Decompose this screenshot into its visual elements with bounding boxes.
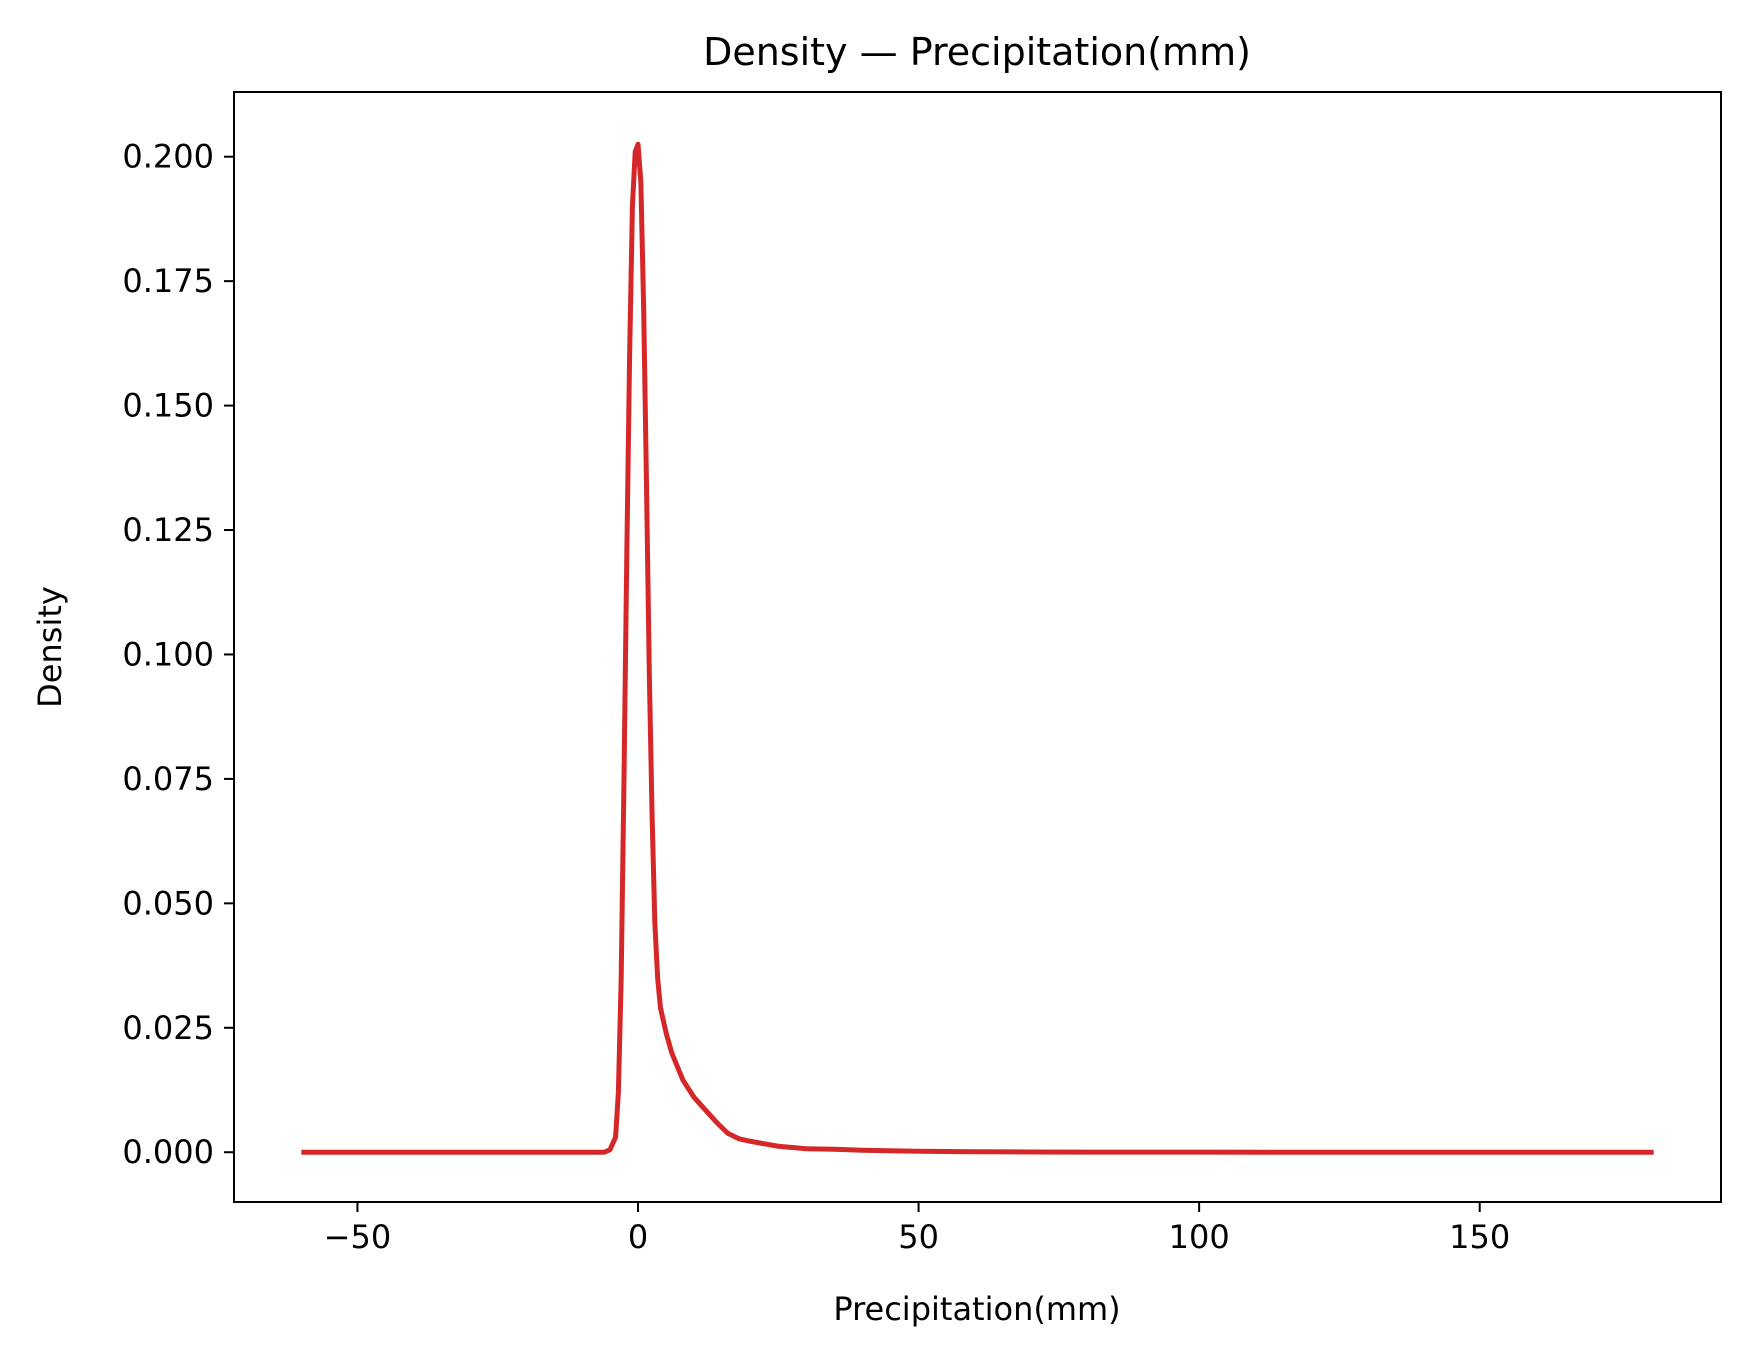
x-tick-label: 150	[1449, 1218, 1510, 1256]
plot-area	[233, 91, 1722, 1203]
plot-background	[234, 92, 1721, 1202]
y-tick-label: 0.125	[122, 511, 214, 549]
y-tick-label: 0.025	[122, 1009, 214, 1047]
y-tick-label: 0.175	[122, 262, 214, 300]
y-tick-label: 0.100	[122, 635, 214, 673]
x-tick-label: −50	[324, 1218, 392, 1256]
y-tick-label: 0.050	[122, 884, 214, 922]
y-tick-label: 0.150	[122, 387, 214, 425]
y-axis-ticks: 0.000 0.025 0.050 0.075 0.100 0.125 0.150 0.175…	[122, 138, 234, 1171]
y-tick-label: 0.075	[122, 760, 214, 798]
density-line	[301, 141, 1654, 1155]
y-tick-label: 0.200	[122, 138, 214, 176]
x-axis-ticks: −50 0 50 100 150	[324, 1202, 1510, 1256]
x-axis-label: Precipitation(mm)	[833, 1290, 1120, 1328]
x-tick-label: 0	[628, 1218, 648, 1256]
x-tick-label: 100	[1169, 1218, 1230, 1256]
x-tick-label: 50	[898, 1218, 939, 1256]
y-tick-label: 0.000	[122, 1133, 214, 1171]
chart-title: Density — Precipitation(mm)	[703, 30, 1251, 74]
y-axis-label: Density	[31, 586, 69, 708]
series-layer	[301, 141, 1654, 1155]
axes-frame	[233, 91, 1722, 1203]
